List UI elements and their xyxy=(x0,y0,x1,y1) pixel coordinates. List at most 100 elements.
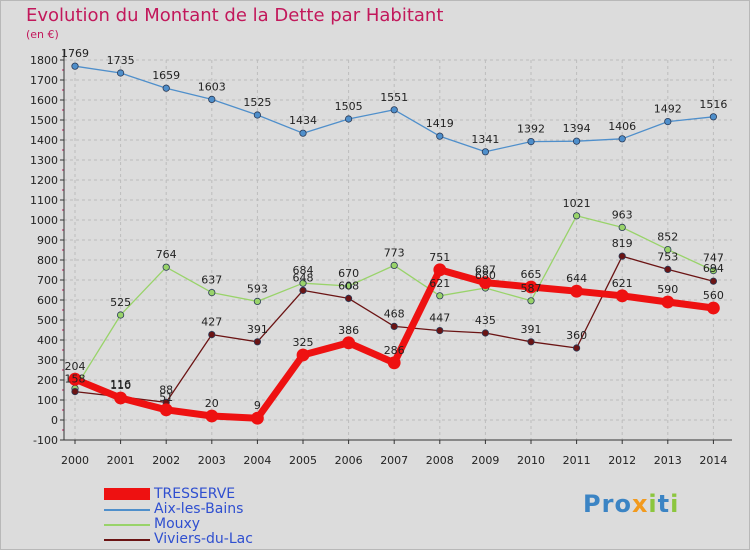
data-label-viviers-du-lac: 694 xyxy=(703,262,724,275)
x-tick-label: 2011 xyxy=(563,454,591,467)
point-aix-les-bains xyxy=(572,137,581,145)
point-tresserve xyxy=(205,409,219,423)
point-viviers-du-lac xyxy=(572,344,581,352)
point-tresserve xyxy=(707,301,720,315)
y-tick-label: -100 xyxy=(33,434,58,447)
data-label-aix-les-bains: 1492 xyxy=(654,103,682,116)
point-mouxy xyxy=(664,246,672,254)
data-label-mouxy: 525 xyxy=(110,296,131,309)
legend-label-aix-les-bains: Aix-les-Bains xyxy=(154,501,244,517)
point-aix-les-bains xyxy=(664,118,672,126)
point-aix-les-bains xyxy=(71,62,79,70)
data-label-viviers-du-lac: 391 xyxy=(521,323,542,336)
legend-swatch-aix-les-bains xyxy=(104,509,150,511)
point-viviers-du-lac xyxy=(481,329,489,337)
x-tick-label: 2002 xyxy=(152,454,180,467)
y-tick-label: 300 xyxy=(37,354,58,367)
point-viviers-du-lac xyxy=(253,338,261,346)
data-label-tresserve: 665 xyxy=(521,268,542,281)
data-label-aix-les-bains: 1406 xyxy=(608,120,636,133)
y-tick-label: 800 xyxy=(37,254,58,267)
point-aix-les-bains xyxy=(481,148,489,156)
legend-item-viviers-du-lac: Viviers-du-Lac xyxy=(104,531,354,547)
legend-item-aix-les-bains: Aix-les-Bains xyxy=(104,501,354,517)
y-tick-label: 1000 xyxy=(30,214,58,227)
y-tick-label: 0 xyxy=(51,414,58,427)
y-tick-label: 600 xyxy=(37,294,58,307)
data-label-mouxy: 637 xyxy=(201,274,222,287)
data-label-mouxy: 593 xyxy=(247,282,268,295)
legend-label-mouxy: Mouxy xyxy=(154,516,201,532)
data-label-aix-les-bains: 1505 xyxy=(335,100,363,113)
point-tresserve xyxy=(68,372,82,386)
x-tick-label: 2005 xyxy=(289,454,317,467)
point-tresserve xyxy=(250,411,264,425)
proxiti-logo: Proxiti xyxy=(583,490,679,518)
x-tick-label: 2004 xyxy=(243,454,271,467)
point-tresserve xyxy=(524,280,538,294)
point-mouxy xyxy=(527,297,535,305)
data-label-mouxy: 773 xyxy=(384,246,405,259)
data-label-aix-les-bains: 1735 xyxy=(107,54,135,67)
point-mouxy xyxy=(709,266,718,275)
data-label-tresserve: 51 xyxy=(159,391,173,404)
logo-letter: t xyxy=(657,490,671,518)
point-mouxy xyxy=(162,263,170,271)
point-aix-les-bains xyxy=(618,135,626,143)
data-label-tresserve: 20 xyxy=(205,397,219,410)
logo-letter: r xyxy=(601,490,615,518)
point-tresserve xyxy=(478,276,492,290)
x-tick-label: 2009 xyxy=(471,454,499,467)
point-mouxy xyxy=(618,223,626,231)
point-tresserve xyxy=(387,356,401,370)
y-tick-label: 1200 xyxy=(30,174,58,187)
point-tresserve xyxy=(114,391,127,405)
point-tresserve xyxy=(159,403,173,417)
data-label-tresserve: 560 xyxy=(703,289,724,302)
x-tick-label: 2013 xyxy=(654,454,682,467)
data-label-viviers-du-lac: 391 xyxy=(247,323,268,336)
data-label-aix-les-bains: 1659 xyxy=(152,69,180,82)
logo-letter: i xyxy=(670,490,680,518)
data-label-tresserve: 9 xyxy=(254,399,261,412)
data-label-mouxy: 1021 xyxy=(563,197,591,210)
point-mouxy xyxy=(344,282,353,290)
data-label-aix-les-bains: 1392 xyxy=(517,123,545,136)
point-viviers-du-lac xyxy=(527,338,535,346)
data-label-viviers-du-lac: 608 xyxy=(338,279,359,292)
data-label-aix-les-bains: 1551 xyxy=(380,91,408,104)
data-label-tresserve: 110 xyxy=(110,379,131,392)
data-label-viviers-du-lac: 158 xyxy=(65,373,86,386)
x-tick-label: 2000 xyxy=(61,454,89,467)
plot-area xyxy=(64,60,732,440)
data-label-mouxy: 621 xyxy=(429,277,450,290)
data-label-viviers-du-lac: 447 xyxy=(429,312,450,325)
logo-letter: i xyxy=(648,490,658,518)
point-mouxy xyxy=(436,292,444,300)
y-tick-label: 1300 xyxy=(30,154,58,167)
x-tick-label: 2008 xyxy=(426,454,454,467)
x-tick-label: 2006 xyxy=(335,454,363,467)
y-tick-label: 200 xyxy=(37,374,58,387)
point-viviers-du-lac xyxy=(664,265,672,273)
data-label-viviers-du-lac: 360 xyxy=(566,329,587,342)
y-tick-label: 1600 xyxy=(30,94,58,107)
data-label-aix-les-bains: 1516 xyxy=(699,98,727,111)
point-aix-les-bains xyxy=(527,138,535,146)
point-aix-les-bains xyxy=(344,115,353,123)
data-label-viviers-du-lac: 427 xyxy=(201,316,222,329)
point-mouxy xyxy=(390,261,398,269)
point-tresserve xyxy=(296,348,310,362)
x-tick-label: 2012 xyxy=(608,454,636,467)
data-label-tresserve: 751 xyxy=(429,251,450,264)
data-label-aix-les-bains: 1434 xyxy=(289,114,317,127)
point-viviers-du-lac xyxy=(390,322,398,330)
point-viviers-du-lac xyxy=(709,277,718,285)
point-tresserve xyxy=(342,336,356,350)
point-mouxy xyxy=(572,212,581,220)
data-label-viviers-du-lac: 116 xyxy=(110,378,131,391)
chart-title: Evolution du Montant de la Dette par Hab… xyxy=(26,5,444,26)
data-label-tresserve: 644 xyxy=(566,272,587,285)
point-viviers-du-lac xyxy=(436,326,444,335)
